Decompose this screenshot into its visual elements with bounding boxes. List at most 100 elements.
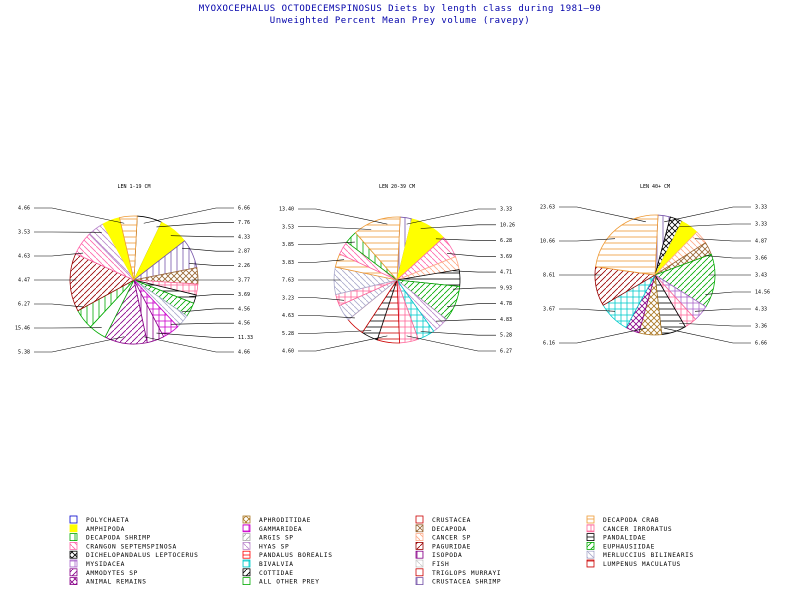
legend-label: FISH [432,561,449,568]
chart-subtitle: Unweighted Percent Mean Prey volume (rav… [269,16,531,26]
value-label: 4.47 [18,278,30,284]
legend-item: COTTIDAE [242,568,293,577]
leader-line [298,226,372,230]
leader-line [298,335,388,352]
leader-line [170,322,234,325]
legend-swatch [415,515,424,524]
leader-line [664,327,751,344]
value-label: 6.16 [543,341,555,347]
legend-item: CRUSTACEA SHRIMP [415,577,501,586]
leader-line [664,206,751,223]
value-label: 3.33 [500,207,512,213]
value-label: 3.36 [755,324,767,330]
value-label: 7.76 [238,220,250,226]
legend-item: ALL OTHER PREY [242,577,320,586]
legend-swatch [586,542,595,550]
legend-swatch [69,550,78,559]
legend-swatch [415,568,424,577]
legend-swatch [242,515,251,524]
value-label: 6.28 [500,238,512,244]
legend-swatch [415,524,424,533]
value-label: 4.33 [755,307,767,313]
legend-swatch [69,542,78,550]
value-label: 4.78 [500,301,512,307]
legend-label: HYAS SP [259,543,289,550]
legend-label: APHRODITIDAE [259,517,311,524]
legend-item: DECAPODA CRAB [586,515,659,524]
legend-item: MERLUCCIUS BILINEARIS [586,550,693,559]
pie-slice [654,253,716,308]
leader-line [406,335,496,352]
leader-line [189,294,234,297]
value-label: 7.63 [282,278,294,284]
value-label: 4.63 [282,313,294,319]
legend-label: DICHELOPANDALUS LEPTOCERUS [86,552,198,559]
pie-slice [69,253,135,312]
legend-label: ISOPODA [432,552,462,559]
legend-swatch [586,515,595,524]
leader-line [156,222,234,228]
value-label: 6.27 [500,349,512,355]
leader-line [181,308,234,313]
value-label: 3.66 [755,256,767,262]
legend-label: CANCER IRRORATUS [603,526,672,533]
value-label: 13.40 [279,207,294,213]
pie-title: LEN 40+ CM [640,184,670,190]
legend-label: PANDALIDAE [603,535,646,542]
legend-item: APHRODITIDAE [242,515,311,524]
value-label: 3.33 [755,222,767,228]
leader-line [679,322,751,327]
leader-line [694,308,751,312]
legend-label: EUPHAUSIIDAE [603,543,655,550]
value-label: 3.69 [238,292,250,298]
value-label: 14.56 [755,290,770,296]
legend-label: DECAPODA [432,526,467,533]
leader-line [34,303,84,308]
legend-item: CANCER SP [415,533,471,542]
pie-chart-2: LEN 20-39 CM 3.33 10.26 6.28 3.69 4.71 9.93 4.7… [279,184,515,355]
leader-line [189,263,234,266]
legend-label: CRUSTACEA [432,517,471,524]
leader-line [452,270,496,273]
value-label: 4.87 [755,239,767,245]
legend-item: ANIMAL REMAINS [69,577,146,586]
legend-swatch [69,533,78,541]
legend-item: DECAPODA [415,524,467,533]
legend-item: DECAPODA SHRIMP [69,533,151,542]
value-label: 9.93 [500,285,512,291]
pie-chart-1: LEN 1-19 CM 6.66 7.76 4.33 2.87 2.26 3.77 3.69 4… [15,184,253,356]
value-label: 3.23 [282,295,294,301]
legend-swatch [586,550,595,559]
value-label: 4.60 [282,349,294,355]
legend-swatch [586,559,595,568]
leader-line [170,235,234,238]
legend-item: ISOPODA [415,550,462,559]
legend-item: AMPHIPODA [69,524,125,533]
legend-label: DECAPODA SHRIMP [86,535,151,542]
value-label: 4.71 [500,270,512,276]
legend-swatch [415,542,424,550]
pie-title: LEN 1-19 CM [117,184,150,190]
legend-label: ALL OTHER PREY [259,579,320,586]
leader-line [298,330,372,334]
legend-item: POLYCHAETA [69,515,129,524]
leader-line [452,287,496,290]
legend-label: AMPHIPODA [86,526,125,533]
legend-swatch [69,559,78,568]
leader-line [679,223,751,228]
leader-line [559,238,616,242]
leader-line [447,303,496,307]
legend-item: FISH [415,559,449,568]
legend-label: TRIGLOPS MURRAYI [432,570,501,577]
value-label: 4.56 [238,306,250,312]
legend-swatch [69,515,78,524]
pie-chart-3: LEN 40+ CM 3.33 3.33 4.87 3.66 3.43 14.56 4.33 3… [540,184,770,347]
legend-swatch [586,533,595,541]
leader-line [705,255,751,259]
value-label: 23.63 [540,205,555,211]
value-label: 5.28 [282,331,294,337]
value-label: 10.66 [540,239,555,245]
leader-line [559,206,646,223]
legend-label: CANCER SP [432,535,471,542]
leader-line [420,331,496,336]
